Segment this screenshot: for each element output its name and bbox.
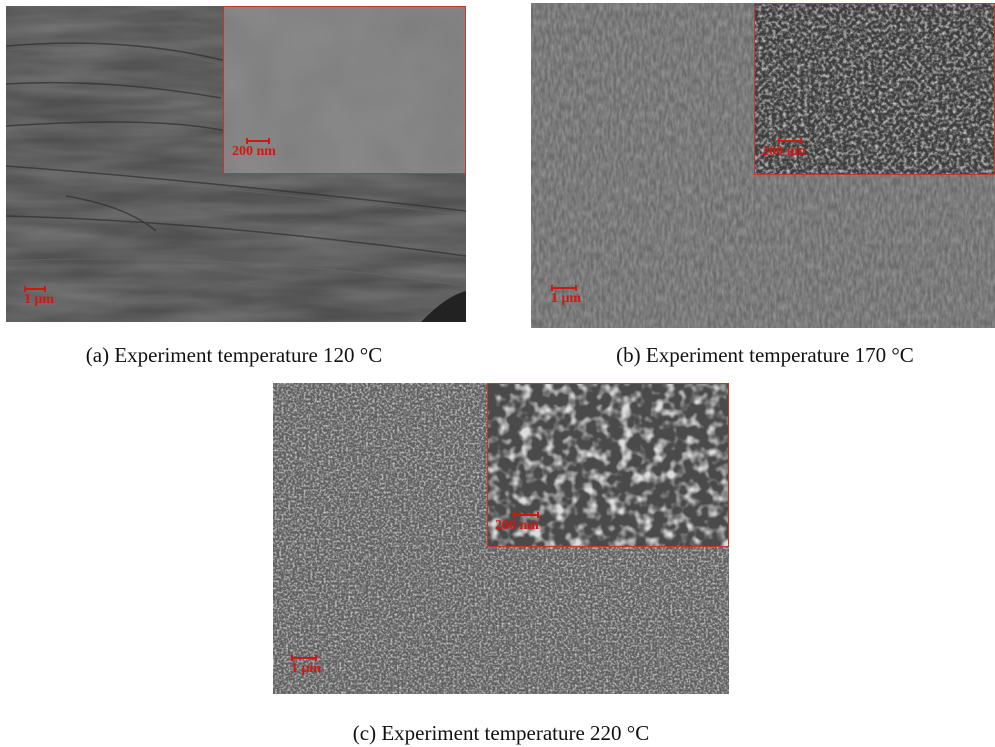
main-scale-bar-b: 1 μm [551,285,581,306]
main-scale-bar-c: 1 μm [291,655,321,676]
sem-image-220c: 200 nm 1 μm [273,383,729,694]
inset-sem-220c: 200 nm [487,383,729,547]
caption-panel-b: (b) Experiment temperature 170 °C [535,343,995,368]
inset-scale-bar-a: 200 nm [232,138,276,159]
sem-image-170c: 200 nm 1 μm [531,3,995,328]
inset-scale-bar-c: 200 nm [495,512,539,533]
inset-scale-label-c: 200 nm [495,518,539,533]
caption-panel-a: (a) Experiment temperature 120 °C [8,343,460,368]
inset-sem-170c: 200 nm [754,3,995,175]
inset-scale-label-a: 200 nm [232,144,276,159]
inset-sem-120c: 200 nm [223,6,466,174]
sem-image-120c: 200 nm 1 μm [6,6,466,322]
caption-panel-c: (c) Experiment temperature 220 °C [273,721,729,746]
main-scale-bar-a: 1 μm [24,286,54,307]
main-scale-label-b: 1 μm [551,291,581,306]
main-scale-label-a: 1 μm [24,292,54,307]
main-scale-label-c: 1 μm [291,661,321,676]
inset-scale-bar-b: 200 nm [762,138,806,159]
inset-scale-label-b: 200 nm [762,144,806,159]
